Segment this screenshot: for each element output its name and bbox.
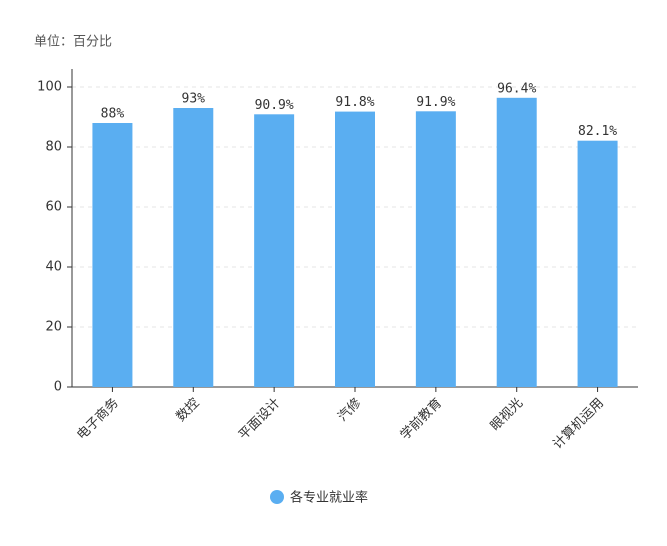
y-tick-label: 100	[37, 80, 62, 95]
x-tick-label: 学前教育	[397, 395, 445, 443]
bar	[173, 108, 214, 387]
bar	[335, 111, 375, 387]
bar	[415, 111, 456, 388]
value-label: 91.9%	[416, 95, 455, 110]
legend-marker	[270, 490, 284, 504]
x-tick-label: 计算机运用	[550, 396, 607, 453]
bar	[92, 123, 133, 387]
y-tick-label: 20	[45, 320, 62, 335]
y-tick-label: 0	[54, 380, 62, 395]
bar	[577, 140, 618, 387]
value-label: 90.9%	[255, 98, 294, 113]
value-label: 91.8%	[335, 95, 374, 110]
x-tick-label: 电子商务	[74, 395, 122, 443]
value-label: 96.4%	[497, 81, 536, 96]
unit-label: 单位：百分比	[34, 35, 112, 50]
x-tick-label: 数控	[174, 396, 203, 425]
value-label: 93%	[182, 92, 206, 107]
bar	[254, 114, 295, 388]
x-tick-label: 平面设计	[236, 396, 283, 443]
legend-label: 各专业就业率	[290, 490, 368, 506]
value-label: 82.1%	[578, 124, 617, 139]
x-tick-label: 眼视光	[488, 396, 526, 434]
y-tick-label: 40	[45, 260, 62, 275]
y-tick-label: 80	[45, 140, 62, 155]
x-tick-label: 汽修	[335, 396, 364, 425]
bar	[496, 97, 537, 388]
y-tick-label: 60	[45, 200, 62, 215]
value-label: 88%	[101, 107, 125, 122]
